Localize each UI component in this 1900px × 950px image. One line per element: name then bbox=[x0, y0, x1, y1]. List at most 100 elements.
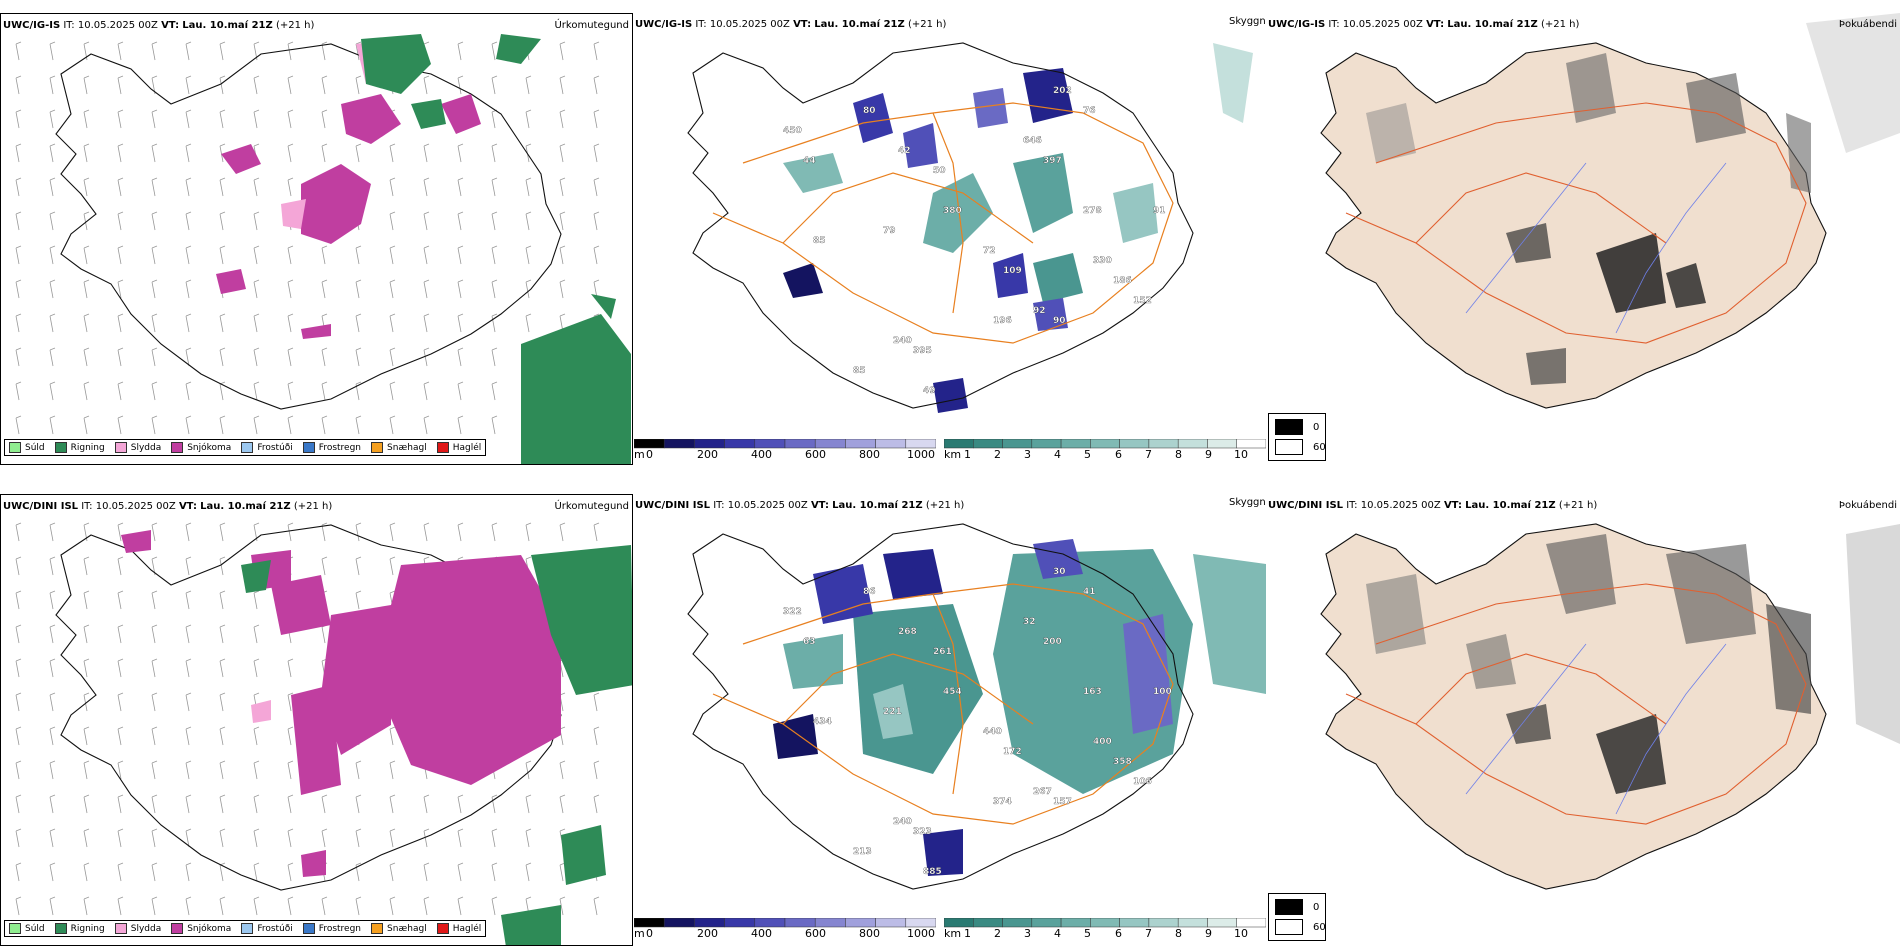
colorbar-swatch bbox=[694, 918, 725, 928]
wind-barb bbox=[219, 522, 226, 542]
wind-barb bbox=[185, 41, 192, 61]
visibility-colorbar-top: km 1 2 3 4 5 6 7 8 9 10 bbox=[944, 439, 1266, 461]
precip-map-bottom bbox=[15, 522, 632, 945]
wind-barb bbox=[151, 347, 158, 367]
wind-barb bbox=[287, 896, 294, 916]
wind-barb bbox=[559, 760, 566, 780]
wind-barb bbox=[423, 75, 430, 95]
swatch bbox=[302, 442, 315, 453]
colorbar-swatch bbox=[634, 439, 665, 449]
ceiling-value-label: 42 bbox=[898, 146, 911, 156]
wind-barb bbox=[151, 658, 158, 678]
wind-barb bbox=[287, 381, 294, 401]
wind-barb bbox=[491, 522, 498, 542]
wind-barb bbox=[287, 726, 294, 746]
wind-barb bbox=[559, 896, 566, 916]
colorbar-swatch bbox=[1031, 439, 1062, 449]
wind-barb bbox=[423, 896, 430, 916]
wind-barb bbox=[117, 760, 124, 780]
wind-barb bbox=[253, 313, 260, 333]
wind-barb bbox=[491, 279, 498, 299]
wind-barb bbox=[151, 896, 158, 916]
wind-barb bbox=[83, 347, 90, 367]
colorbar-swatch bbox=[1236, 918, 1266, 928]
wind-barb bbox=[117, 590, 124, 610]
wind-barb bbox=[287, 279, 294, 299]
wind-barb bbox=[321, 109, 328, 129]
wind-barb bbox=[185, 590, 192, 610]
ceiling-value-label: 440 bbox=[983, 727, 1002, 737]
wind-barb bbox=[185, 896, 192, 916]
colorbar-swatch bbox=[1119, 918, 1150, 928]
wind-barb bbox=[355, 347, 362, 367]
wind-barb bbox=[321, 828, 328, 848]
wind-barb bbox=[185, 760, 192, 780]
wind-barb bbox=[355, 760, 362, 780]
wind-barb bbox=[185, 109, 192, 129]
wind-barb bbox=[15, 279, 22, 299]
wind-barb bbox=[15, 245, 22, 265]
wind-barb bbox=[321, 75, 328, 95]
vis-tick-3: 3 bbox=[1024, 448, 1031, 461]
precip-sleet-areas bbox=[251, 700, 271, 723]
ceiling-value-label: 163 bbox=[1083, 687, 1102, 697]
wind-barb bbox=[423, 828, 430, 848]
panel-type-label: Úrkomutegund bbox=[554, 20, 629, 31]
wind-barb bbox=[525, 313, 532, 333]
wind-barb bbox=[49, 41, 56, 61]
wind-barb bbox=[559, 177, 566, 197]
wind-barb bbox=[491, 41, 498, 61]
wind-barb bbox=[15, 726, 22, 746]
wind-barb bbox=[457, 522, 464, 542]
wind-barb bbox=[151, 828, 158, 848]
wind-barb bbox=[117, 347, 124, 367]
wind-barb bbox=[117, 658, 124, 678]
ceiling-value-label: 41 bbox=[1083, 587, 1096, 597]
wind-barb bbox=[117, 692, 124, 712]
wind-barb bbox=[389, 143, 396, 163]
wind-barb bbox=[185, 313, 192, 333]
wind-barb bbox=[253, 760, 260, 780]
wind-barb bbox=[525, 522, 532, 542]
wind-barb bbox=[389, 794, 396, 814]
wind-barb bbox=[219, 624, 226, 644]
wind-barb bbox=[253, 415, 260, 435]
wind-barb bbox=[15, 760, 22, 780]
legend-item-rigning: Rigning bbox=[54, 923, 105, 934]
wind-barb bbox=[423, 313, 430, 333]
wind-barb bbox=[117, 624, 124, 644]
wind-barb bbox=[593, 760, 600, 780]
ceiling-value-label: 646 bbox=[1023, 136, 1042, 146]
swatch bbox=[302, 923, 315, 934]
vis-tick-2: 2 bbox=[994, 927, 1001, 940]
colorbar-swatch bbox=[973, 918, 1003, 928]
wind-barb bbox=[457, 211, 464, 231]
legend-item-haglel: Haglél bbox=[436, 442, 481, 453]
wind-barb bbox=[117, 828, 124, 848]
wind-barb bbox=[49, 143, 56, 163]
wind-barb bbox=[423, 862, 430, 882]
ceiling-value-label: 157 bbox=[1053, 797, 1072, 807]
ceiling-value-label: 76 bbox=[1083, 106, 1096, 116]
wind-barb bbox=[151, 313, 158, 333]
vis-tick-3: 3 bbox=[1024, 927, 1031, 940]
wind-barb bbox=[423, 143, 430, 163]
vis-tick-7: 7 bbox=[1145, 927, 1152, 940]
wind-barb bbox=[559, 143, 566, 163]
wind-barb bbox=[49, 760, 56, 780]
wind-barb bbox=[117, 75, 124, 95]
swatch bbox=[171, 442, 184, 453]
wind-barb bbox=[321, 896, 328, 916]
wind-barb bbox=[49, 415, 56, 435]
colorbar-swatch bbox=[944, 918, 974, 928]
wind-barb bbox=[219, 828, 226, 848]
wind-barb bbox=[593, 143, 600, 163]
wind-barb bbox=[355, 522, 362, 542]
wind-barb bbox=[287, 522, 294, 542]
wind-barb bbox=[83, 794, 90, 814]
fog-swatch-low bbox=[1275, 439, 1303, 455]
wind-barb bbox=[185, 794, 192, 814]
ceiling-value-label: 44 bbox=[803, 156, 816, 166]
colorbar-swatch bbox=[784, 439, 816, 449]
wind-barb bbox=[185, 381, 192, 401]
